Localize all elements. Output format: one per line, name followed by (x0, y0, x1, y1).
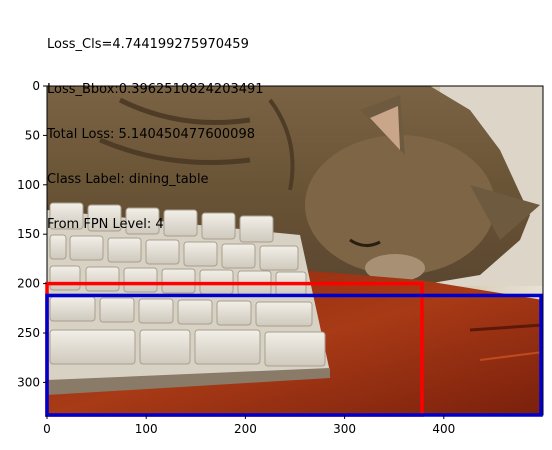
x-tick-label: 300 (333, 422, 356, 436)
x-tick-label: 400 (432, 422, 455, 436)
y-tick-label: 250 (17, 326, 40, 340)
detection-boxes (45, 281, 543, 417)
y-tick-label: 50 (25, 128, 40, 142)
y-tick-label: 0 (32, 79, 40, 93)
plot-title: Loss_Cls=4.744199275970459 Loss_Bbox:0.3… (47, 7, 264, 247)
x-tick-label: 200 (234, 422, 257, 436)
title-loss-cls: Loss_Cls=4.744199275970459 (47, 37, 249, 52)
cat-keyboard-photo (47, 86, 543, 415)
title-fpn-level: From FPN Level: 4 (47, 217, 164, 232)
blue-box (45, 293, 543, 417)
y-tick-label: 100 (17, 178, 40, 192)
x-tick-label: 0 (43, 422, 51, 436)
y-tick-label: 300 (17, 375, 40, 389)
y-tick-label: 150 (17, 227, 40, 241)
x-tick-label: 100 (135, 422, 158, 436)
y-tick-label: 200 (17, 277, 40, 291)
axis-ticks: 0 100 200 300 400 0 50 100 150 200 250 300 (17, 79, 455, 436)
title-loss-bbox: Loss_Bbox:0.3962510824203491 (47, 82, 264, 97)
title-total-loss: Total Loss: 5.140450477600098 (47, 127, 255, 142)
title-class-label: Class Label: dining_table (47, 172, 209, 187)
